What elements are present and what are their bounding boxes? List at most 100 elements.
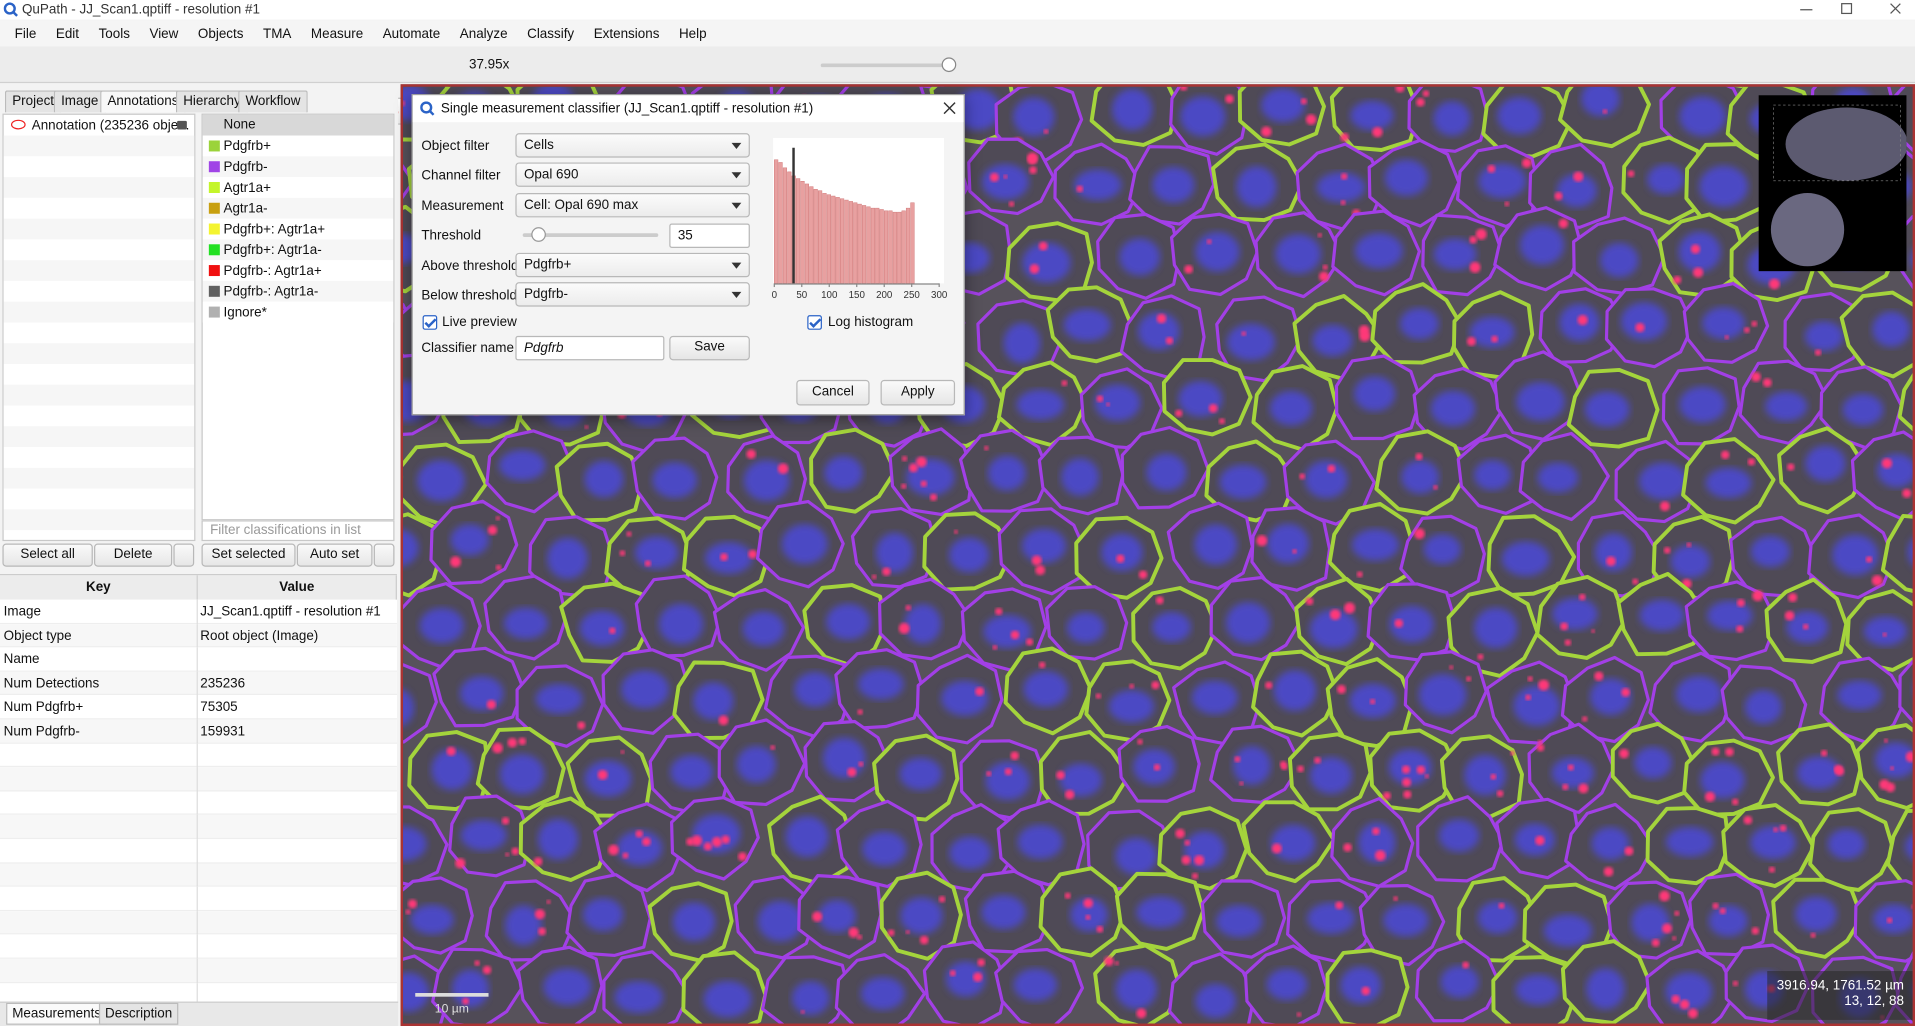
spot — [1218, 418, 1225, 425]
menu-item[interactable]: Extensions — [593, 26, 660, 41]
nucleus — [1702, 306, 1745, 340]
menu-item[interactable]: Automate — [382, 26, 441, 41]
threshold-slider-thumb[interactable] — [531, 227, 546, 242]
panel-tab[interactable]: Hierarchy — [175, 90, 249, 113]
histogram-bar — [774, 159, 779, 284]
spot — [1690, 244, 1701, 254]
panel-tab[interactable]: Annotations — [100, 90, 186, 113]
nucleus — [1266, 968, 1308, 1001]
panel-button[interactable] — [373, 543, 395, 567]
cell — [1880, 513, 1913, 593]
nucleus — [1219, 464, 1267, 500]
menu-item[interactable]: Help — [678, 26, 707, 41]
cell — [403, 164, 415, 200]
spot — [1882, 632, 1887, 637]
spot — [1469, 236, 1477, 244]
class-row[interactable]: Pdgfrb-: Agtr1a+ — [202, 260, 394, 281]
panel-tab[interactable]: Project — [4, 90, 62, 113]
cancel-button[interactable]: Cancel — [796, 379, 870, 406]
overview-thumbnail[interactable] — [1758, 95, 1908, 272]
panel-button[interactable]: Set selected — [201, 543, 296, 567]
bottom-tab[interactable]: Measurements — [6, 1002, 108, 1025]
class-row[interactable]: Agtr1a- — [202, 197, 394, 219]
save-button[interactable]: Save — [669, 335, 750, 361]
menu-item[interactable]: Tools — [98, 26, 130, 41]
checkbox[interactable] — [807, 315, 822, 330]
nucleus — [1678, 231, 1721, 272]
class-row[interactable]: Pdgfrb-: Agtr1a- — [202, 280, 394, 302]
histogram-bar — [813, 189, 818, 284]
nucleus — [1350, 100, 1394, 131]
checkbox[interactable] — [422, 315, 438, 330]
apply-button[interactable]: Apply — [880, 379, 956, 406]
combo-box[interactable]: Cells — [515, 133, 750, 158]
list-stripe — [3, 156, 195, 178]
spot — [1165, 337, 1174, 345]
class-row[interactable]: Pdgfrb+ — [202, 135, 394, 157]
nucleus — [1070, 897, 1108, 932]
class-filter[interactable]: Filter classifications in list — [201, 520, 395, 542]
menu-item[interactable]: File — [14, 26, 37, 41]
spot — [1711, 747, 1720, 756]
nucleus — [1700, 761, 1745, 799]
class-row[interactable]: Pdgfrb- — [202, 156, 394, 178]
combo-box[interactable]: Pdgfrb+ — [515, 252, 750, 278]
spot — [1469, 261, 1481, 273]
class-row[interactable]: Agtr1a+ — [202, 177, 394, 198]
menu-item[interactable]: Edit — [55, 26, 80, 41]
class-swatch — [208, 265, 220, 277]
spot — [984, 445, 989, 451]
spot — [1191, 873, 1199, 880]
panel-tab[interactable]: Workflow — [238, 90, 308, 113]
spot — [1393, 896, 1399, 901]
list-stripe — [3, 426, 195, 448]
panel-tab[interactable]: Image — [53, 90, 106, 113]
combo-box[interactable]: Cell: Opal 690 max — [515, 192, 750, 218]
spot — [1184, 264, 1193, 274]
menu-item[interactable]: View — [149, 26, 179, 41]
nucleus — [1013, 97, 1055, 137]
panel-button[interactable] — [173, 543, 195, 567]
spot — [1359, 330, 1371, 342]
spot — [635, 830, 643, 838]
class-header[interactable]: None — [202, 114, 394, 136]
panel-button[interactable]: Auto set — [296, 543, 373, 567]
panel-button[interactable]: Select all — [2, 543, 93, 567]
nucleus — [1639, 599, 1685, 632]
name-input[interactable]: Pdgfrb — [515, 335, 665, 361]
class-row[interactable]: Ignore* — [202, 301, 394, 323]
opacity-slider-thumb[interactable] — [941, 57, 957, 73]
class-row[interactable]: Pdgfrb+: Agtr1a+ — [202, 218, 394, 240]
menu-item[interactable]: TMA — [262, 26, 292, 41]
spot — [1466, 676, 1472, 682]
nucleus — [1152, 166, 1195, 204]
annotation-row[interactable]: Annotation (235236 obje... — [4, 115, 195, 136]
table-divider — [196, 743, 198, 768]
spot — [905, 930, 910, 935]
nucleus — [1515, 974, 1561, 1005]
field-label: Channel filter — [421, 168, 501, 184]
spot — [1340, 132, 1349, 142]
nucleus — [1440, 965, 1479, 999]
spot — [1651, 938, 1660, 947]
spot — [1490, 773, 1497, 780]
menu-item[interactable]: Analyze — [459, 26, 508, 41]
menu-item[interactable]: Classify — [527, 26, 575, 41]
spot — [1487, 164, 1496, 173]
combo-box[interactable]: Opal 690 — [515, 162, 750, 187]
nucleus — [1438, 819, 1480, 853]
menu-item[interactable]: Objects — [197, 26, 244, 41]
bottom-tab[interactable]: Description — [98, 1002, 179, 1025]
panel-button[interactable]: Delete — [94, 543, 173, 567]
nucleus — [1136, 896, 1185, 928]
menu-item[interactable]: Measure — [310, 26, 364, 41]
spot — [1010, 751, 1019, 760]
close-button[interactable] — [943, 101, 958, 116]
threshold-input[interactable]: 35 — [669, 223, 750, 248]
threshold-slider-track[interactable] — [522, 233, 659, 237]
histogram-bar — [897, 211, 902, 284]
nucleus — [1108, 689, 1155, 723]
class-row[interactable]: Pdgfrb+: Agtr1a- — [202, 239, 394, 261]
nucleus — [1021, 528, 1067, 564]
combo-box[interactable]: Pdgfrb- — [515, 282, 750, 307]
